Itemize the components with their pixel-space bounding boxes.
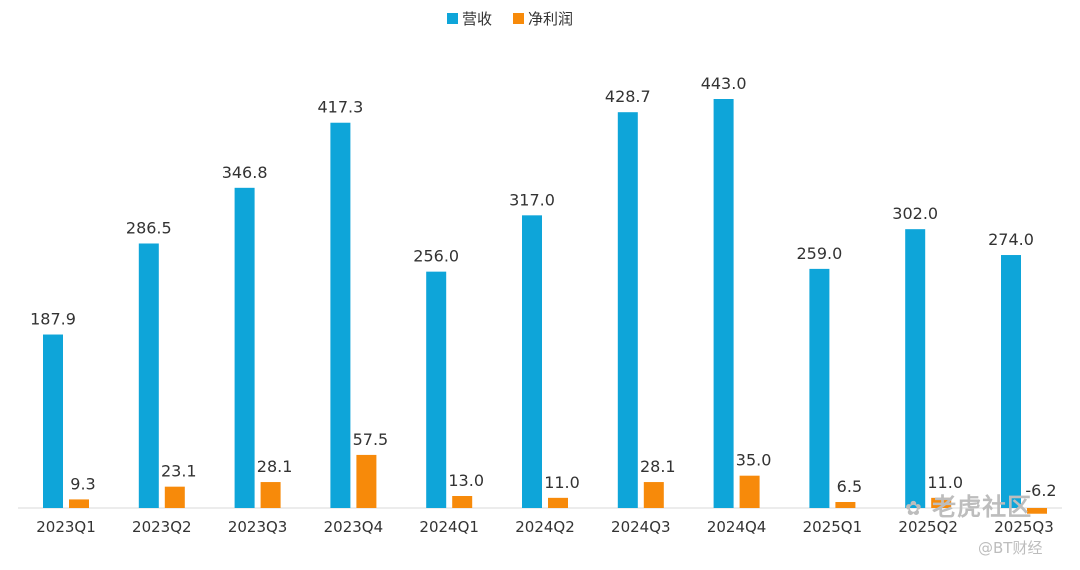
bars — [43, 99, 1047, 514]
legend: 营收 净利润 — [447, 10, 573, 28]
net-profit-label-2025Q3: -6.2 — [1025, 481, 1056, 500]
revenue-bar-2023Q1 — [43, 334, 63, 508]
revenue-label-2024Q1: 256.0 — [413, 247, 459, 266]
x-tick-2025Q1: 2025Q1 — [803, 518, 863, 536]
net-profit-bar-2023Q1 — [69, 499, 89, 508]
net-profit-label-2024Q4: 35.0 — [736, 451, 772, 470]
revenue-label-2025Q2: 302.0 — [892, 204, 938, 223]
paw-icon: ✿ — [905, 496, 923, 520]
revenue-bar-2023Q2 — [138, 243, 159, 508]
revenue-bar-2025Q2 — [905, 229, 926, 508]
net-profit-bar-2023Q2 — [164, 486, 185, 508]
net-profit-label-2023Q2: 23.1 — [161, 462, 197, 481]
revenue-label-2023Q4: 417.3 — [317, 98, 363, 117]
revenue-bar-2025Q1 — [809, 268, 830, 508]
net-profit-label-2023Q3: 28.1 — [257, 457, 293, 476]
revenue-bar-2024Q1 — [426, 271, 447, 508]
x-tick-2024Q3: 2024Q3 — [611, 518, 671, 536]
revenue-bar-2023Q4 — [330, 122, 351, 508]
x-tick-2025Q3: 2025Q3 — [994, 518, 1054, 536]
net-profit-bar-2025Q1 — [835, 501, 856, 508]
x-tick-2024Q4: 2024Q4 — [707, 518, 767, 536]
net-profit-bar-2024Q2 — [548, 497, 568, 508]
net-profit-label-2023Q4: 57.5 — [353, 430, 389, 449]
net-profit-bar-2025Q3 — [1027, 508, 1047, 514]
revenue-bar-2024Q4 — [713, 99, 734, 508]
x-tick-labels: 2023Q1 2023Q2 2023Q3 2023Q4 2024Q1 2024Q2 2024… — [36, 518, 1054, 536]
revenue-label-2025Q1: 259.0 — [796, 244, 842, 263]
revenue-label-2024Q3: 428.7 — [605, 87, 651, 106]
net-profit-bar-2023Q3 — [260, 482, 281, 508]
revenue-bar-2024Q3 — [617, 112, 638, 508]
x-tick-2023Q4: 2023Q4 — [324, 518, 384, 536]
data-labels: 187.9 9.3 286.5 23.1 346.8 28.1 417.3 57.5 256.0… — [30, 74, 1057, 500]
net-profit-bar-2023Q4 — [356, 454, 377, 508]
x-tick-2023Q1: 2023Q1 — [36, 518, 96, 536]
x-tick-2024Q1: 2024Q1 — [419, 518, 479, 536]
net-profit-label-2024Q2: 11.0 — [544, 473, 580, 492]
revenue-label-2023Q3: 346.8 — [222, 163, 268, 182]
net-profit-label-2024Q1: 13.0 — [448, 471, 484, 490]
revenue-label-2025Q3: 274.0 — [988, 230, 1034, 249]
revenue-label-2024Q4: 443.0 — [701, 74, 747, 93]
net-profit-bar-2024Q4 — [739, 475, 760, 508]
x-tick-2023Q3: 2023Q3 — [228, 518, 288, 536]
net-profit-bar-2025Q2 — [931, 497, 952, 508]
revenue-label-2024Q2: 317.0 — [509, 190, 555, 209]
legend-label-revenue: 营收 — [462, 10, 492, 28]
legend-swatch-net-profit — [513, 13, 524, 24]
net-profit-label-2025Q1: 6.5 — [837, 477, 862, 496]
net-profit-label-2023Q1: 9.3 — [70, 474, 95, 493]
net-profit-bar-2024Q1 — [452, 495, 473, 508]
x-tick-2023Q2: 2023Q2 — [132, 518, 192, 536]
x-tick-2024Q2: 2024Q2 — [515, 518, 575, 536]
net-profit-bar-2024Q3 — [643, 482, 664, 508]
watermark-source: @BT财经 — [978, 539, 1043, 557]
revenue-bar-2023Q3 — [234, 187, 255, 508]
legend-label-net-profit: 净利润 — [528, 10, 573, 28]
watermark-community: ✿ 老虎社区 — [905, 487, 1032, 522]
net-profit-label-2025Q2: 11.0 — [927, 473, 963, 492]
revenue-label-2023Q1: 187.9 — [30, 310, 76, 329]
net-profit-label-2024Q3: 28.1 — [640, 457, 676, 476]
legend-swatch-revenue — [447, 13, 458, 24]
watermark-community-text: 老虎社区 — [932, 493, 1033, 521]
x-tick-2025Q2: 2025Q2 — [898, 518, 958, 536]
revenue-bar-2025Q3 — [1001, 255, 1021, 508]
revenue-label-2023Q2: 286.5 — [126, 218, 172, 237]
revenue-bar-2024Q2 — [522, 215, 542, 508]
